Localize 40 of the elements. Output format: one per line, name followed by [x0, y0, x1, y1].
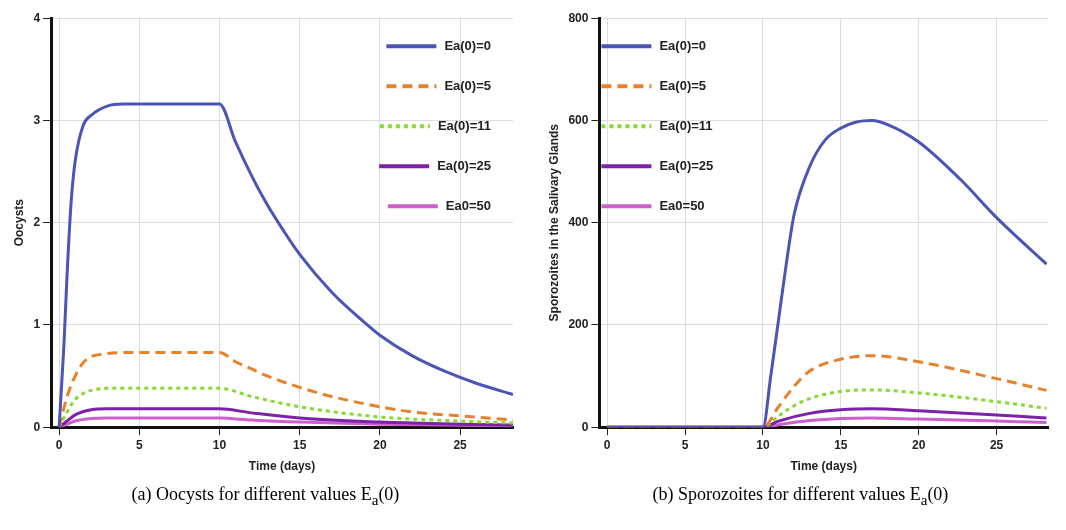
legend-label: Ea(0)=0	[444, 37, 492, 53]
legend-label: Ea(0)=0	[659, 37, 707, 53]
legend-label: Ea(0)=11	[437, 117, 491, 133]
y-tick-label: 1	[33, 317, 41, 332]
y-tick-label: 200	[568, 317, 589, 332]
x-tick-label: 25	[989, 437, 1004, 452]
legend-label: Ea0=50	[445, 197, 491, 213]
y-tick-label: 3	[33, 112, 41, 127]
legend-label: Ea(0)=5	[659, 77, 707, 93]
y-axis-title: Oocysts	[11, 198, 26, 247]
y-tick-label: 800	[568, 10, 589, 25]
y-tick-label: 4	[33, 10, 41, 25]
text: (b) Sporozoites for different values E$_{a}$(0)	[651, 484, 950, 509]
y-tick-label: 600	[568, 112, 589, 127]
x-tick-label: 10	[756, 437, 770, 452]
legend-label: Ea(0)=25	[437, 157, 491, 173]
x-axis-title: Time (days)	[790, 459, 857, 474]
legend-label: Ea(0)=25	[659, 157, 714, 173]
x-tick-label: 15	[834, 437, 848, 452]
legend-label: Ea0=50	[659, 197, 705, 213]
x-tick-label: 5	[135, 437, 143, 452]
x-axis-title: Time (days)	[248, 459, 316, 474]
x-tick-label: 0	[603, 437, 611, 452]
line-series	[605, 118, 1048, 428]
line-series	[57, 102, 513, 428]
x-tick-label: 25	[453, 437, 468, 452]
text: (a) Oocysts for different values E$_{a}$(0)	[130, 484, 401, 509]
y-tick-label: 2	[33, 215, 41, 230]
x-tick-label: 15	[293, 437, 307, 452]
x-tick-label: 0	[55, 437, 63, 452]
y-tick-label: 0	[581, 419, 589, 434]
x-tick-label: 5	[681, 437, 689, 452]
x-tick-label: 20	[912, 437, 926, 452]
x-tick-label: 10	[212, 437, 227, 452]
legend-label: Ea(0)=5	[444, 77, 492, 93]
x-tick-label: 20	[373, 437, 387, 452]
y-tick-label: 400	[568, 215, 589, 230]
legend-label: Ea(0)=11	[659, 117, 713, 133]
y-axis-title: Sporozoites in the Salivary Glands	[546, 123, 561, 322]
y-tick-label: 0	[33, 419, 41, 434]
